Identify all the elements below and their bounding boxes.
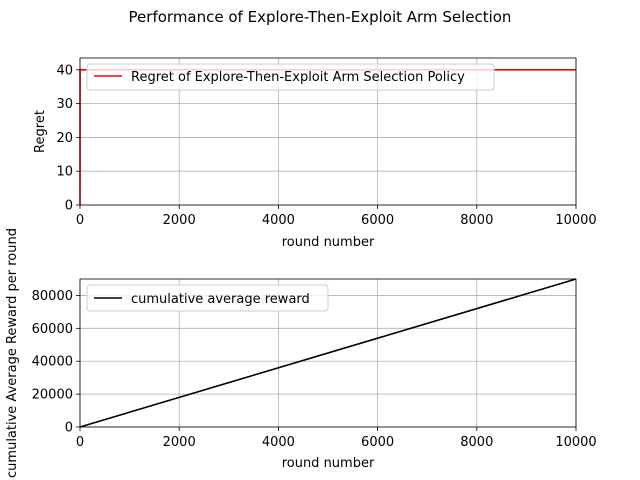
reward-x-tick-label: 8000 bbox=[460, 435, 493, 450]
regret-ticks: 0 2000 4000 6000 8000 10000 0 10 20 30 40 bbox=[56, 63, 596, 228]
reward-legend-box bbox=[86, 284, 329, 312]
reward-axes: 0 2000 4000 6000 8000 10000 0 20000 40000 60000 80… bbox=[5, 228, 597, 478]
reward-x-tick-label: 0 bbox=[76, 435, 84, 450]
regret-x-axis-label: round number bbox=[282, 235, 375, 250]
regret-y-axis-label: Regret bbox=[33, 110, 48, 153]
regret-legend-label: Regret of Explore-Then-Exploit Arm Selec… bbox=[131, 70, 465, 85]
figure-title: Performance of Explore-Then-Exploit Arm … bbox=[129, 8, 512, 26]
regret-y-tick-label: 10 bbox=[56, 165, 73, 180]
reward-x-tick-label: 4000 bbox=[262, 435, 295, 450]
reward-y-tick-label: 60000 bbox=[32, 322, 73, 337]
regret-axes: 0 2000 4000 6000 8000 10000 0 10 20 30 40 round nu… bbox=[33, 57, 597, 250]
regret-y-tick-label: 20 bbox=[56, 131, 73, 146]
regret-x-tick-label: 4000 bbox=[262, 213, 295, 228]
reward-plot-frame bbox=[79, 278, 577, 428]
reward-y-axis-label: cumulative Average Reward per round bbox=[5, 228, 20, 478]
regret-x-tick-label: 8000 bbox=[460, 213, 493, 228]
regret-y-tick-label: 30 bbox=[56, 97, 73, 112]
reward-y-tick-label: 20000 bbox=[32, 388, 73, 403]
reward-legend-label: cumulative average reward bbox=[131, 292, 310, 307]
reward-legend: cumulative average reward bbox=[86, 284, 329, 312]
regret-legend: Regret of Explore-Then-Exploit Arm Selec… bbox=[86, 63, 495, 91]
reward-y-tick-label: 80000 bbox=[32, 289, 73, 304]
reward-series bbox=[79, 278, 577, 428]
reward-x-tick-label: 6000 bbox=[361, 435, 394, 450]
regret-y-tick-label: 40 bbox=[56, 63, 73, 78]
reward-y-tick-label: 40000 bbox=[32, 355, 73, 370]
regret-x-tick-label: 6000 bbox=[361, 213, 394, 228]
regret-legend-box bbox=[86, 63, 495, 91]
regret-x-tick-label: 0 bbox=[76, 213, 84, 228]
reward-series-line bbox=[79, 278, 577, 428]
reward-ticks: 0 2000 4000 6000 8000 10000 0 20000 40000 60000 80… bbox=[32, 289, 597, 450]
regret-plot-frame bbox=[79, 57, 577, 206]
reward-x-tick-label: 10000 bbox=[555, 435, 596, 450]
regret-x-tick-label: 10000 bbox=[555, 213, 596, 228]
regret-x-tick-label: 2000 bbox=[163, 213, 196, 228]
reward-y-tick-label: 0 bbox=[65, 421, 73, 436]
reward-x-tick-label: 2000 bbox=[163, 435, 196, 450]
reward-x-axis-label: round number bbox=[282, 456, 375, 471]
regret-y-tick-label: 0 bbox=[65, 199, 73, 214]
